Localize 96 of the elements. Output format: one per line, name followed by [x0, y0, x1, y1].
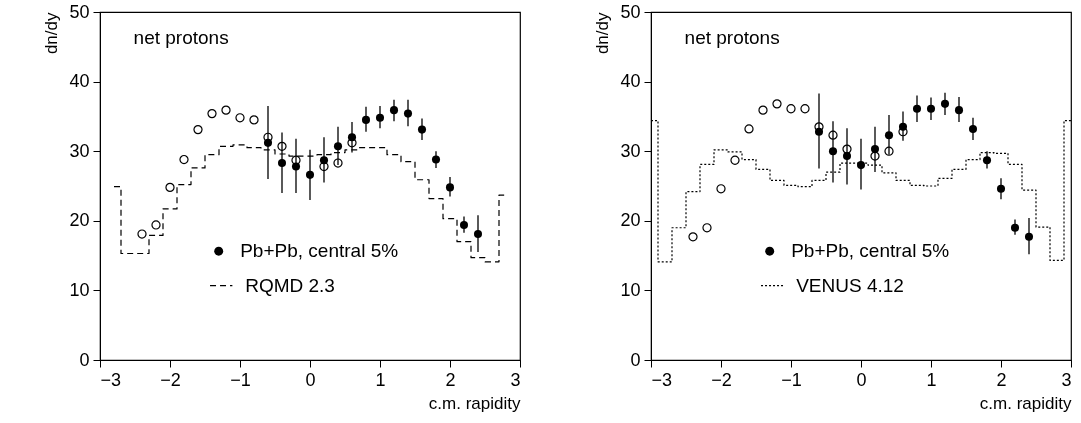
x-tick-label: 1 — [375, 369, 386, 390]
point — [277, 159, 287, 168]
x-tick-label: −1 — [230, 369, 251, 390]
point — [1010, 223, 1020, 232]
point — [333, 142, 343, 151]
point — [445, 183, 455, 192]
point — [431, 155, 441, 164]
point — [361, 115, 371, 124]
point — [235, 113, 245, 123]
point — [389, 106, 399, 115]
y-tick-label: 10 — [620, 279, 641, 300]
point — [870, 151, 880, 161]
point — [417, 125, 427, 134]
point — [912, 104, 922, 113]
point — [758, 105, 768, 115]
point — [702, 223, 712, 233]
x-axis-title: c.m. rapidity — [428, 393, 521, 413]
y-tick-label: 50 — [69, 1, 90, 22]
point — [898, 122, 908, 131]
point — [786, 104, 796, 114]
x-tick-label: 2 — [445, 369, 456, 390]
point — [856, 161, 866, 170]
point — [151, 220, 161, 230]
y-tick-label: 20 — [69, 210, 90, 231]
legend-label: RQMD 2.3 — [245, 274, 335, 296]
point — [940, 99, 950, 108]
point — [179, 154, 189, 165]
annotation: net protons — [133, 27, 229, 49]
point — [375, 113, 385, 122]
point — [716, 184, 726, 194]
point — [996, 184, 1006, 193]
x-tick-label: −3 — [100, 369, 122, 390]
point — [828, 130, 838, 140]
x-tick-label: −2 — [711, 369, 732, 390]
point — [137, 229, 147, 239]
point — [926, 104, 936, 113]
x-tick-label: 2 — [996, 369, 1007, 390]
y-tick-label: 30 — [620, 140, 641, 161]
y-tick-label: 50 — [620, 1, 641, 22]
y-tick-label: 30 — [69, 140, 90, 161]
point — [744, 124, 754, 134]
point — [772, 99, 782, 109]
y-axis-title: dn/dy — [593, 12, 613, 55]
point — [263, 132, 273, 142]
point — [193, 125, 203, 135]
x-tick-label: 3 — [1061, 369, 1072, 390]
x-tick-label: −3 — [651, 369, 673, 390]
x-tick-label: 3 — [510, 369, 521, 390]
point — [221, 105, 231, 115]
point — [968, 124, 978, 133]
y-tick-label: 10 — [69, 279, 90, 300]
x-axis-title: c.m. rapidity — [979, 393, 1072, 413]
point — [884, 131, 894, 140]
point — [800, 104, 810, 114]
y-axis-title: dn/dy — [42, 12, 62, 55]
point — [842, 144, 852, 154]
point — [291, 155, 301, 165]
point — [249, 115, 259, 125]
point — [333, 158, 343, 168]
x-tick-label: 0 — [856, 369, 867, 390]
point — [814, 127, 824, 136]
point — [347, 138, 357, 148]
y-tick-label: 0 — [630, 349, 641, 370]
y-tick-label: 40 — [620, 71, 641, 92]
legend-label: Pb+Pb, central 5% — [240, 240, 399, 262]
x-tick-label: 1 — [926, 369, 937, 390]
x-tick-label: −1 — [781, 369, 802, 390]
point — [898, 127, 908, 137]
point — [165, 182, 175, 193]
point — [305, 170, 315, 179]
y-tick-label: 40 — [69, 71, 90, 92]
point — [263, 138, 273, 147]
y-tick-label: 20 — [620, 210, 641, 231]
y-tick-label: 0 — [79, 349, 90, 370]
point — [688, 232, 698, 242]
x-tick-label: −2 — [160, 369, 181, 390]
legend-label: Pb+Pb, central 5% — [791, 240, 950, 262]
point — [473, 230, 483, 239]
point — [207, 108, 217, 119]
annotation: net protons — [684, 27, 780, 49]
point — [828, 147, 838, 156]
point — [277, 141, 287, 151]
point — [870, 145, 880, 154]
point — [982, 156, 992, 165]
point — [884, 146, 894, 156]
x-tick-label: 0 — [305, 369, 316, 390]
point — [319, 156, 329, 165]
point — [954, 106, 964, 115]
point — [730, 155, 740, 165]
point — [1024, 232, 1034, 241]
legend-label: VENUS 4.12 — [796, 274, 904, 296]
point — [842, 152, 852, 161]
point — [347, 133, 357, 142]
point — [403, 109, 413, 118]
point — [291, 162, 301, 171]
point — [459, 220, 469, 229]
